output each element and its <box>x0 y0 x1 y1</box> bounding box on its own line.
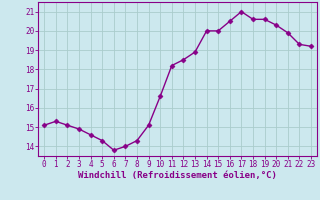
X-axis label: Windchill (Refroidissement éolien,°C): Windchill (Refroidissement éolien,°C) <box>78 171 277 180</box>
